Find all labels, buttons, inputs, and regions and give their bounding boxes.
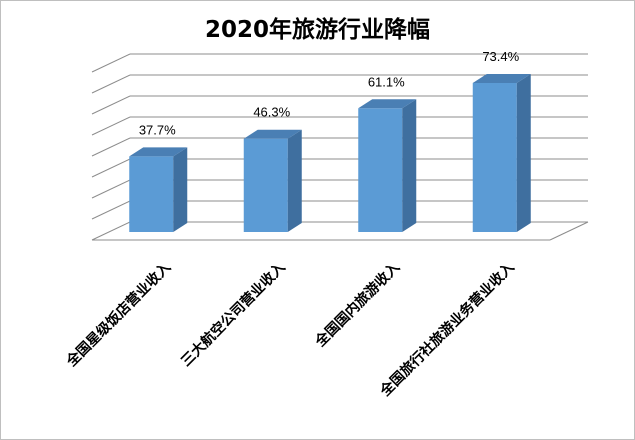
data-label: 37.7% <box>139 122 176 137</box>
bar <box>358 99 417 233</box>
chart-title: 2020年旅游行业降幅 <box>204 17 430 43</box>
gridline <box>91 221 131 241</box>
data-label: 61.1% <box>368 74 405 89</box>
gridline <box>91 74 131 94</box>
gridline <box>91 200 131 220</box>
category-label: 全国星级饭店营业收入 <box>62 259 174 371</box>
gridline <box>91 179 131 199</box>
category-labels: 全国星级饭店营业收入 三大航空公司营业收入 全国国内旅游收入全国旅行社旅游业务营业收… <box>62 259 517 400</box>
gridline <box>91 116 131 136</box>
bar <box>243 129 302 232</box>
data-labels: 37.7% 46.3% 61.1% 73.4% <box>139 49 520 137</box>
gridline <box>91 158 131 178</box>
bar <box>129 147 188 232</box>
gridline <box>91 95 131 115</box>
data-label: 73.4% <box>482 49 519 64</box>
floor-edge <box>549 221 589 241</box>
category-label: 三大航空公司营业收入 <box>178 259 289 370</box>
category-label: 全国国内旅游收入 <box>311 259 403 351</box>
bars <box>129 73 531 233</box>
data-label: 46.3% <box>253 105 290 120</box>
gridline <box>91 137 131 157</box>
gridline <box>91 53 131 73</box>
category-label: 全国旅行社旅游业务营业收入 <box>376 259 517 400</box>
bar <box>472 73 531 232</box>
